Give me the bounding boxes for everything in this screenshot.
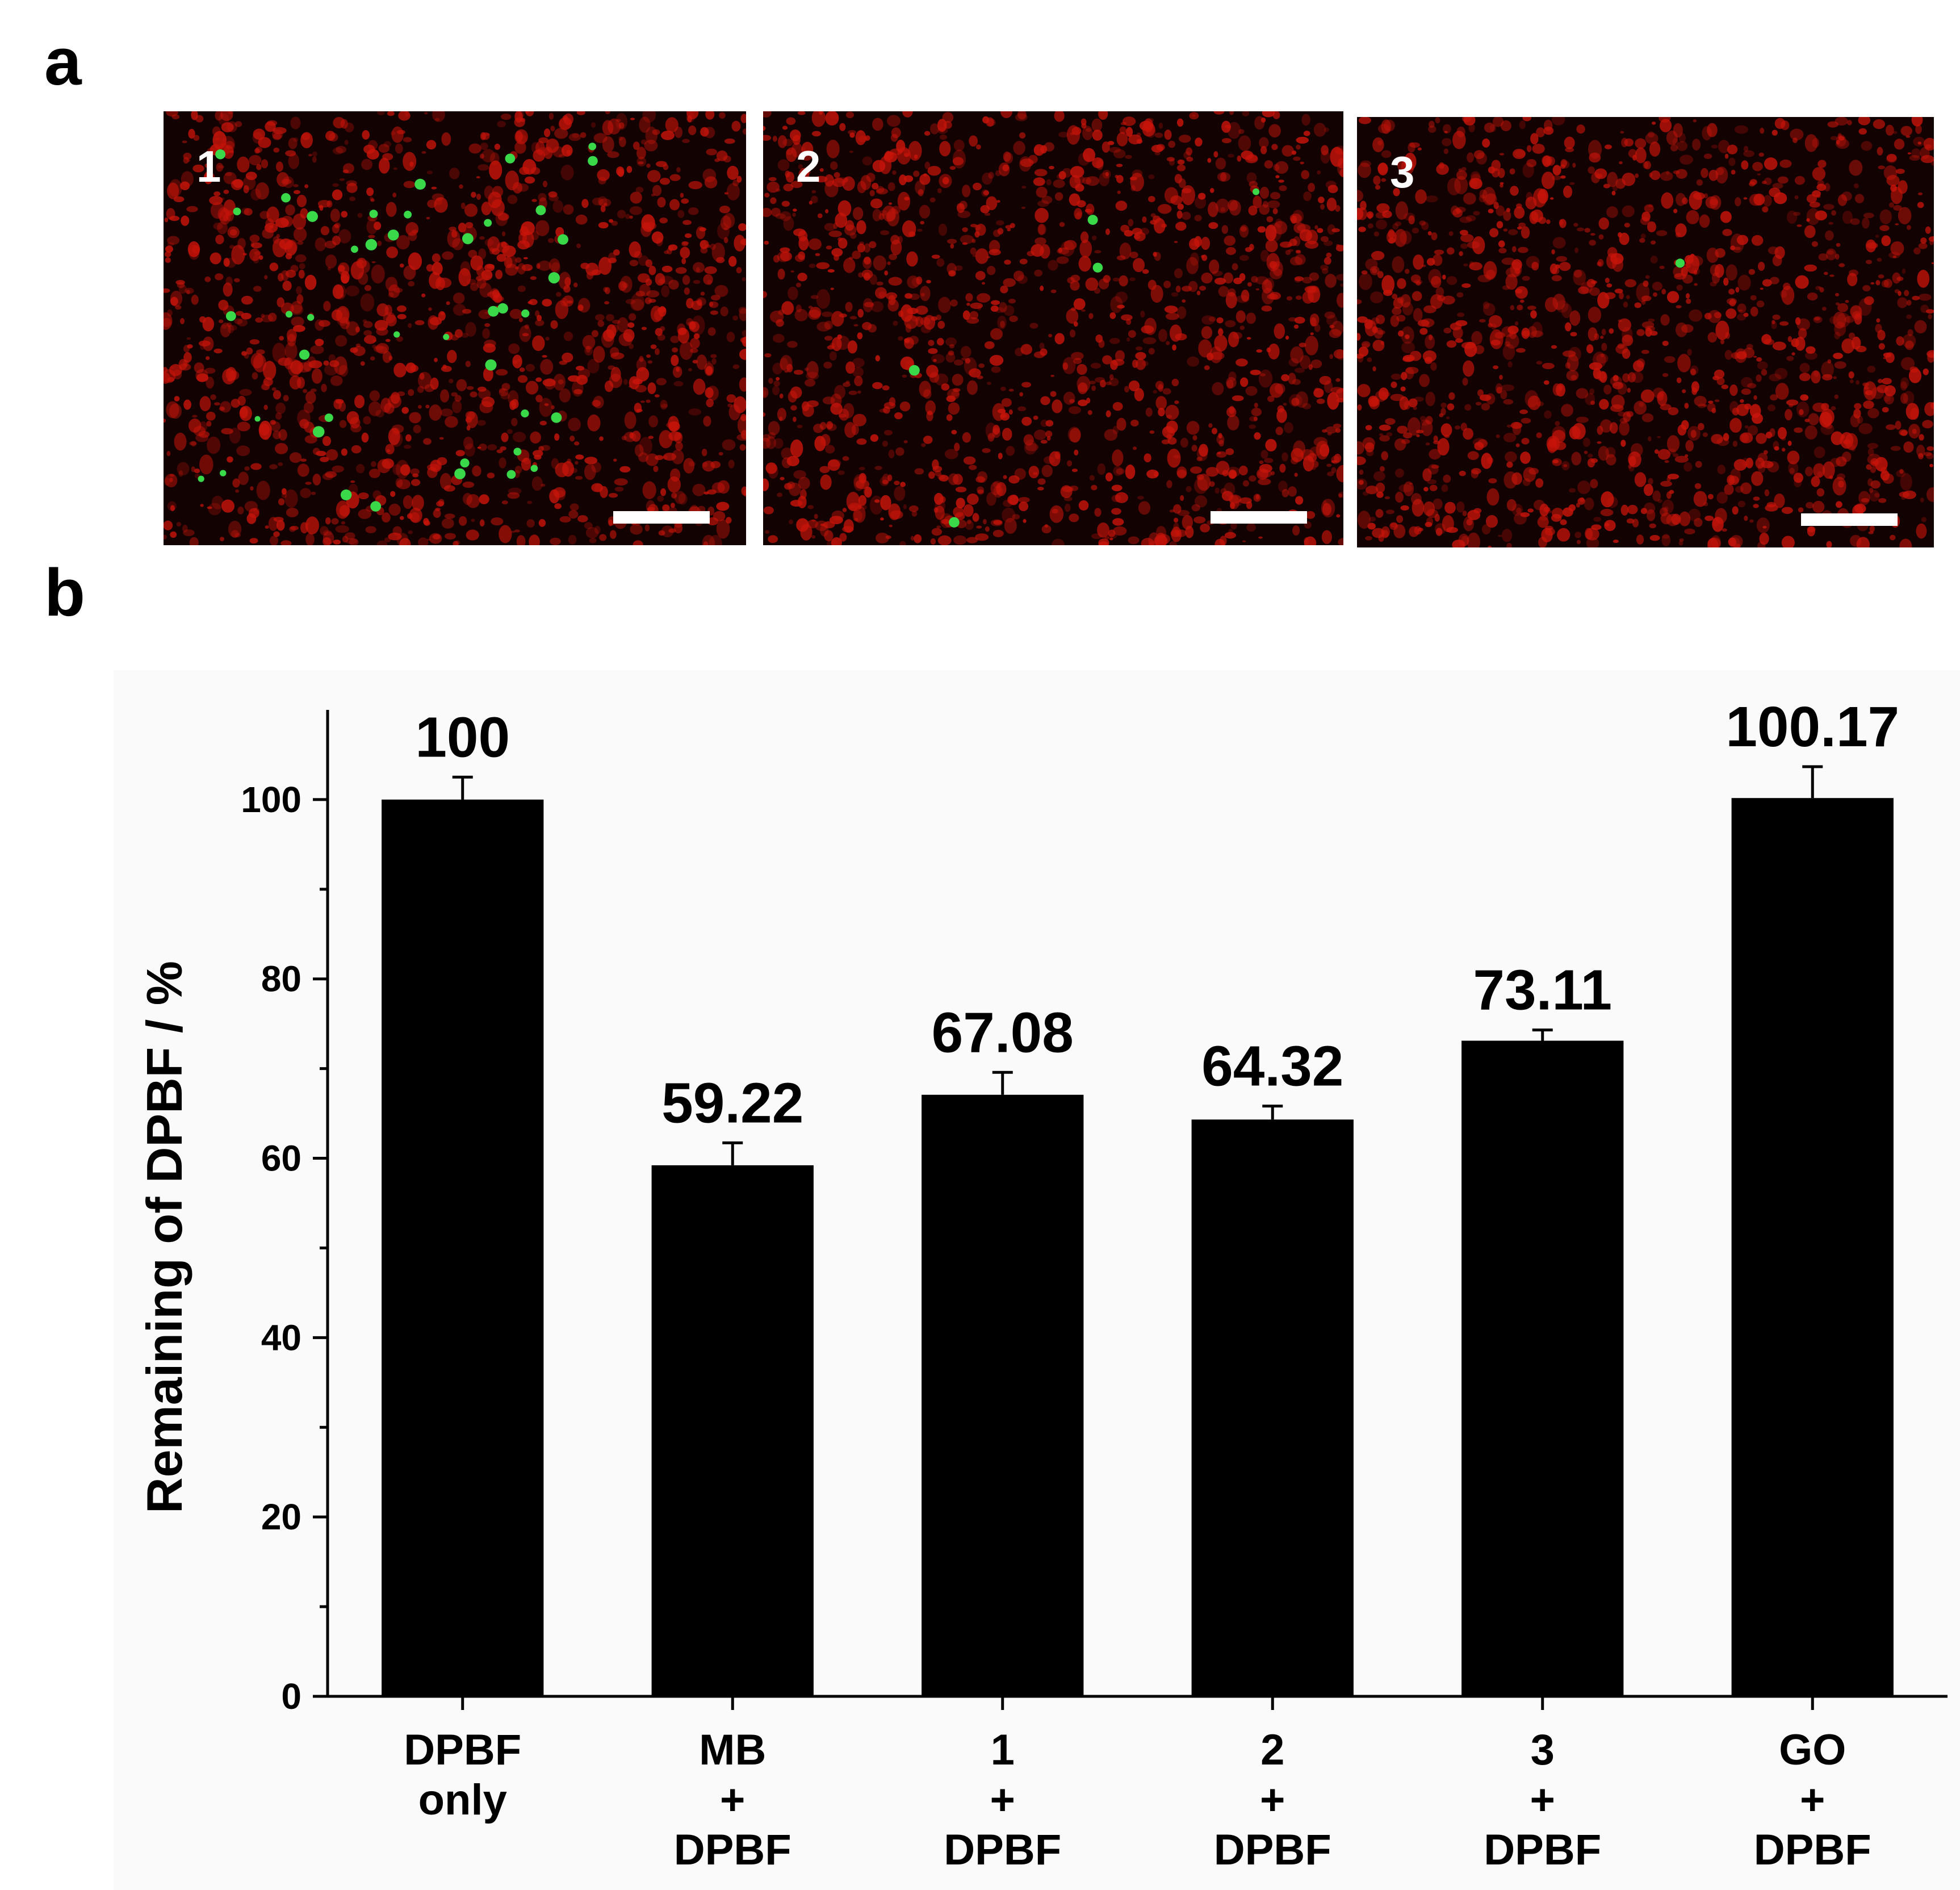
micrograph-2-scale-bar [1211,511,1307,524]
bar-5 [1731,798,1894,1696]
bar-1 [651,1165,814,1696]
y-tick-label-20: 20 [261,1496,301,1537]
x-tick-label-5-0: GO [1779,1726,1846,1774]
micrograph-2: 2 [763,111,1343,545]
micrograph-1-red-texture [164,111,746,545]
micrograph-3-texture [1357,117,1934,547]
micrograph-3-green-spots [1675,258,1685,268]
x-tick-label-1-1: + [720,1776,745,1824]
data-label-4: 73.11 [1473,959,1612,1022]
micrograph-3-scale-bar [1801,513,1898,526]
bar-2 [922,1094,1084,1696]
micrograph-1-texture [164,111,746,545]
micrograph-1-scale-bar [613,511,710,524]
y-axis-title: Remaining of DPBF / % [136,961,192,1513]
x-tick-label-4-0: 3 [1531,1726,1555,1774]
micrograph-2-red-texture [763,111,1343,545]
data-label-1: 59.22 [661,1071,803,1135]
data-label-0: 100 [415,705,510,769]
micrograph-1: 1 [164,111,746,545]
x-tick-label-0-0: DPBF [404,1726,521,1774]
y-tick-label-100: 100 [241,779,301,820]
panel-label-b: b [44,555,86,630]
x-tick-label-4-1: + [1530,1776,1555,1824]
data-label-2: 67.08 [932,1001,1074,1064]
x-tick-label-1-2: DPBF [674,1826,791,1874]
micrograph-3-label: 3 [1390,147,1415,197]
micrograph-2-label: 2 [796,141,821,191]
x-tick-label-2-2: DPBF [944,1826,1061,1874]
micrograph-3-red-texture [1357,117,1934,547]
micrograph-2-texture [763,111,1343,545]
micrograph-1-green-spots [198,143,598,512]
data-label-3: 64.32 [1201,1035,1343,1098]
x-tick-label-3-0: 2 [1260,1726,1284,1774]
data-label-5: 100.17 [1726,695,1899,759]
micrograph-2-green-spots [908,188,1260,528]
y-tick-label-60: 60 [261,1138,301,1179]
bar-4 [1461,1040,1624,1696]
x-tick-label-0-1: only [418,1776,507,1824]
x-tick-label-5-1: + [1800,1776,1825,1824]
x-tick-label-5-2: DPBF [1754,1826,1871,1874]
micrograph-1-label: 1 [196,141,221,191]
y-tick-label-40: 40 [261,1317,301,1358]
y-tick-label-0: 0 [281,1676,301,1717]
bar-3 [1191,1119,1354,1696]
y-tick-label-80: 80 [261,959,301,1000]
x-tick-label-2-0: 1 [991,1726,1015,1774]
x-tick-label-1-0: MB [699,1726,766,1774]
bar-0 [382,799,544,1696]
x-tick-label-3-1: + [1260,1776,1285,1824]
bar-chart-area: 0 20 40 60 80 100 Remaining of DPBF / % 100 DPBF… [114,670,1960,1890]
x-tick-label-2-1: + [990,1776,1015,1824]
micrograph-3: 3 [1357,117,1934,547]
bar-chart: 0 20 40 60 80 100 Remaining of DPBF / % 100 DPBF… [136,695,1948,1874]
x-tick-label-3-2: DPBF [1214,1826,1331,1874]
panel-label-a: a [44,24,82,99]
x-tick-label-4-2: DPBF [1484,1826,1601,1874]
